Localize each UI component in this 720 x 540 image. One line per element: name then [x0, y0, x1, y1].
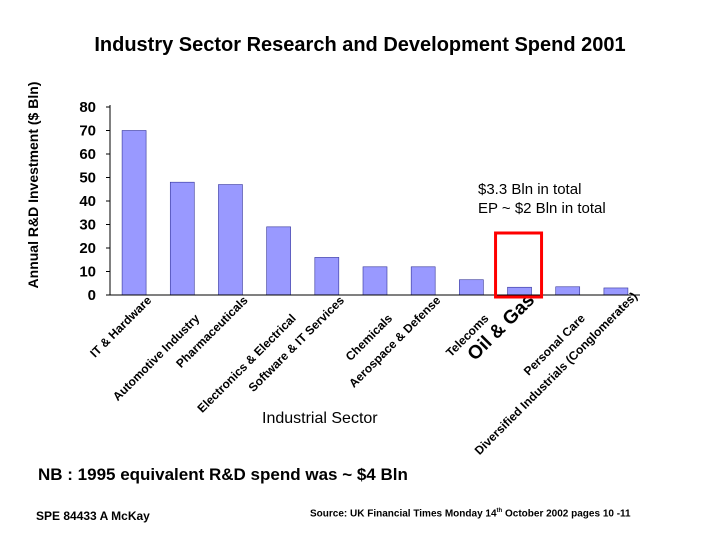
y-tick-label: 50: [79, 170, 96, 187]
bar: [121, 130, 147, 296]
y-tick-label: 20: [79, 240, 96, 257]
y-tick-label: 10: [79, 264, 96, 281]
annotation-line-2: EP ~ $2 Bln in total: [478, 200, 606, 217]
highlight-box: [494, 231, 544, 299]
annotation-line-1: $3.3 Bln in total: [478, 181, 582, 198]
x-category-label: Diversified Industrials (Conglomerates): [472, 289, 640, 457]
bar: [218, 184, 243, 296]
y-tick-label: 60: [79, 146, 96, 163]
bar: [555, 286, 581, 296]
y-tick-label: 0: [88, 287, 96, 304]
bar: [459, 279, 484, 296]
y-tick-label: 40: [79, 193, 96, 210]
footnote: NB : 1995 equivalent R&D spend was ~ $4 …: [38, 465, 408, 484]
source-text-end: October 2002 pages 10 -11: [502, 508, 631, 520]
paper-reference: SPE 84433 A McKay: [36, 509, 150, 523]
chart-title: Industry Sector Research and Development…: [94, 34, 626, 56]
source-citation: Source: UK Financial Times Monday 14th O…: [310, 508, 631, 519]
annotation: $3.3 Bln in total EP ~ $2 Bln in total: [478, 180, 606, 218]
source-superscript: th: [496, 508, 503, 514]
bar: [266, 226, 291, 296]
bar: [362, 266, 388, 296]
x-category-label: IT & Hardware: [87, 293, 154, 360]
y-tick-label: 70: [79, 123, 96, 140]
y-tick-label: 80: [79, 99, 96, 116]
bar: [169, 181, 195, 296]
bar: [410, 266, 436, 296]
bar: [314, 257, 340, 296]
x-axis-label: Industrial Sector: [262, 410, 378, 427]
source-text: Source: UK Financial Times Monday 14: [310, 508, 497, 520]
y-tick-label: 30: [79, 217, 96, 234]
